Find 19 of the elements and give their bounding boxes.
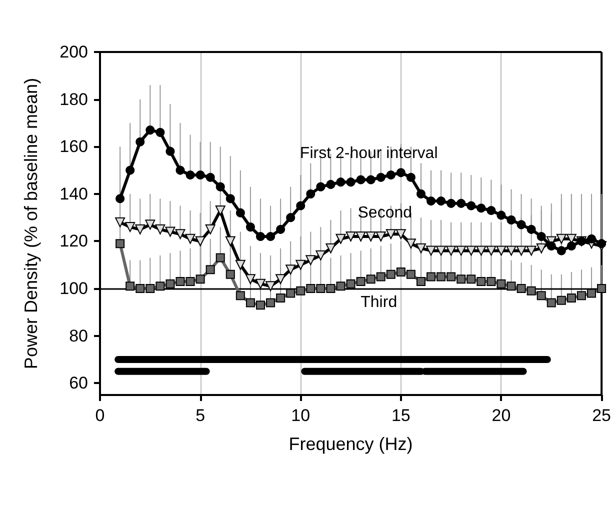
annotation: Second xyxy=(358,204,412,222)
annotation: First 2-hour interval xyxy=(300,145,438,162)
annotation: Third xyxy=(360,294,398,312)
x-tick-label: 10 xyxy=(291,406,310,425)
y-tick-label: 140 xyxy=(60,184,88,204)
y-axis-title: Power Density (% of baseline mean) xyxy=(21,78,41,370)
x-tick-label: 20 xyxy=(492,406,511,425)
x-tick-label: 15 xyxy=(391,406,410,425)
x-tick-label: 5 xyxy=(196,406,206,425)
y-tick-label: 200 xyxy=(60,42,88,62)
y-tick-label: 80 xyxy=(69,326,88,346)
y-tick-label: 120 xyxy=(60,232,88,251)
x-tick-label: 25 xyxy=(592,406,612,425)
x-axis-title: Frequency (Hz) xyxy=(288,434,413,454)
y-tick-label: 100 xyxy=(60,279,88,298)
y-tick-label: 60 xyxy=(69,374,88,393)
x-tick-label: 0 xyxy=(95,406,105,425)
y-tick-label: 180 xyxy=(60,90,88,109)
y-tick-label: 160 xyxy=(60,137,88,156)
